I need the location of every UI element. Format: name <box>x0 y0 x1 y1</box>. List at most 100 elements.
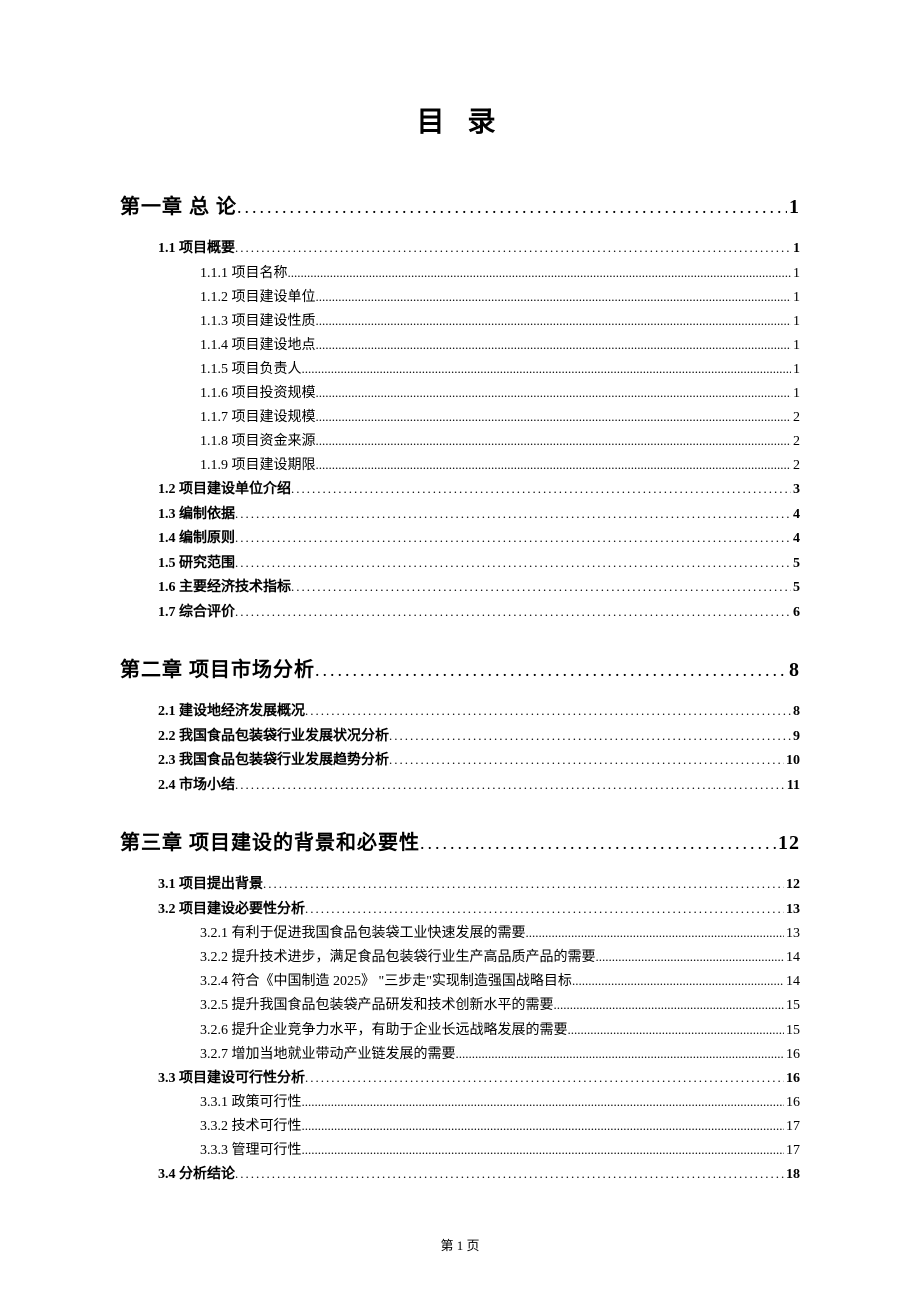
toc-entry-level2: 3.3 项目建设可行性分析16 <box>120 1067 800 1092</box>
toc-entry-label: 3.3.1 政策可行性 <box>200 1091 302 1115</box>
toc-entry-page: 13 <box>784 898 800 923</box>
toc-entry-page: 18 <box>784 1163 800 1188</box>
toc-entry-label: 3.4 分析结论 <box>158 1163 235 1188</box>
toc-entry-label: 1.1.5 项目负责人 <box>200 358 302 382</box>
toc-entry-label: 3.2.4 符合《中国制造 2025》 "三步走"实现制造强国战略目标 <box>200 970 572 994</box>
toc-entry-page: 5 <box>791 576 800 601</box>
toc-entry-label: 第一章 总 论 <box>120 190 237 219</box>
toc-entry-level2: 2.2 我国食品包装袋行业发展状况分析9 <box>120 725 800 750</box>
toc-entry-level3: 1.1.1 项目名称 1 <box>120 262 800 286</box>
toc-entry-page: 4 <box>791 503 800 528</box>
toc-leader-dots <box>389 749 784 772</box>
toc-leader-dots <box>235 503 791 526</box>
toc-entry-label: 1.5 研究范围 <box>158 552 235 577</box>
toc-entry-label: 第二章 项目市场分析 <box>120 653 315 682</box>
toc-leader-dots <box>302 358 792 380</box>
toc-leader-dots <box>235 552 791 575</box>
toc-entry-level3: 3.3.2 技术可行性17 <box>120 1115 800 1139</box>
toc-entry-level3: 1.1.2 项目建设单位1 <box>120 286 800 310</box>
toc-entry-label: 1.7 综合评价 <box>158 601 235 626</box>
toc-entry-page: 11 <box>785 774 800 799</box>
toc-leader-dots <box>302 1091 785 1113</box>
toc-leader-dots <box>554 994 785 1016</box>
toc-entry-level2: 3.4 分析结论 18 <box>120 1163 800 1188</box>
toc-entry-page: 1 <box>791 262 800 286</box>
toc-entry-label: 1.1.3 项目建设性质 <box>200 310 316 334</box>
toc-entry-page: 1 <box>791 334 800 358</box>
toc-leader-dots <box>526 922 785 944</box>
toc-leader-dots <box>389 725 791 748</box>
toc-entry-page: 2 <box>791 454 800 478</box>
toc-entry-label: 2.1 建设地经济发展概况 <box>158 700 305 725</box>
toc-entry-level2: 1.1 项目概要1 <box>120 237 800 262</box>
toc-leader-dots <box>456 1043 785 1065</box>
toc-entry-level3: 3.2.6 提升企业竞争力水平，有助于企业长远战略发展的需要15 <box>120 1019 800 1043</box>
toc-entry-page: 12 <box>784 873 800 898</box>
toc-entry-level2: 2.3 我国食品包装袋行业发展趋势分析10 <box>120 749 800 774</box>
toc-entry-page: 16 <box>784 1043 800 1067</box>
toc-entry-level3: 1.1.6 项目投资规模1 <box>120 382 800 406</box>
toc-entry-level3: 3.2.4 符合《中国制造 2025》 "三步走"实现制造强国战略目标 14 <box>120 970 800 994</box>
toc-entry-page: 15 <box>784 994 800 1018</box>
toc-entry-level3: 1.1.8 项目资金来源 2 <box>120 430 800 454</box>
toc-entry-level3: 1.1.9 项目建设期限 2 <box>120 454 800 478</box>
toc-entry-page: 9 <box>791 725 800 750</box>
toc-leader-dots <box>288 262 792 284</box>
toc-entry-label: 1.2 项目建设单位介绍 <box>158 478 291 503</box>
toc-leader-dots <box>316 430 792 452</box>
toc-entry-label: 1.1.1 项目名称 <box>200 262 288 286</box>
toc-entry-page: 1 <box>791 286 800 310</box>
toc-leader-dots <box>235 774 785 797</box>
toc-entry-label: 3.2.1 有利于促进我国食品包装袋工业快速发展的需要 <box>200 922 526 946</box>
toc-entry-label: 1.1.9 项目建设期限 <box>200 454 316 478</box>
toc-entry-level2: 1.3 编制依据4 <box>120 503 800 528</box>
page-footer: 第 1 页 <box>0 1235 920 1254</box>
toc-leader-dots <box>305 700 791 723</box>
toc-entry-level3: 1.1.7 项目建设规模2 <box>120 406 800 430</box>
toc-leader-dots <box>291 576 791 599</box>
toc-entry-label: 第三章 项目建设的背景和必要性 <box>120 826 420 855</box>
toc-leader-dots <box>302 1115 785 1137</box>
toc-entry-page: 15 <box>784 1019 800 1043</box>
toc-leader-dots <box>316 406 792 428</box>
toc-entry-page: 1 <box>791 237 800 262</box>
toc-entry-label: 3.1 项目提出背景 <box>158 873 263 898</box>
toc-entry-label: 1.4 编制原则 <box>158 527 235 552</box>
toc-entry-level1: 第一章 总 论1 <box>120 190 800 219</box>
toc-leader-dots <box>305 898 784 921</box>
toc-entry-level3: 1.1.4 项目建设地点1 <box>120 334 800 358</box>
toc-entry-level3: 3.3.1 政策可行性 16 <box>120 1091 800 1115</box>
toc-entry-label: 3.2.2 提升技术进步，满足食品包装袋行业生产高品质产品的需要 <box>200 946 596 970</box>
toc-leader-dots <box>237 197 787 218</box>
toc-entry-page: 4 <box>791 527 800 552</box>
toc-leader-dots <box>263 873 784 896</box>
toc-entry-label: 3.2.7 增加当地就业带动产业链发展的需要 <box>200 1043 456 1067</box>
toc-entry-label: 3.3.2 技术可行性 <box>200 1115 302 1139</box>
toc-entry-page: 13 <box>784 922 800 946</box>
toc-entry-page: 17 <box>784 1139 800 1163</box>
toc-entry-page: 14 <box>784 970 800 994</box>
toc-entry-level3: 3.3.3 管理可行性 17 <box>120 1139 800 1163</box>
toc-leader-dots <box>596 946 785 968</box>
toc-leader-dots <box>235 237 791 260</box>
toc-entry-page: 3 <box>791 478 800 503</box>
toc-entry-label: 1.1.8 项目资金来源 <box>200 430 316 454</box>
toc-leader-dots <box>316 334 792 356</box>
toc-entry-level2: 3.1 项目提出背景 12 <box>120 873 800 898</box>
toc-entry-page: 8 <box>791 700 800 725</box>
toc-container: 第一章 总 论11.1 项目概要11.1.1 项目名称11.1.2 项目建设单位… <box>120 190 800 1188</box>
toc-entry-page: 12 <box>776 832 800 855</box>
toc-entry-level2: 1.7 综合评价6 <box>120 601 800 626</box>
toc-entry-label: 3.3.3 管理可行性 <box>200 1139 302 1163</box>
toc-entry-level1: 第三章 项目建设的背景和必要性 12 <box>120 826 800 855</box>
toc-leader-dots <box>302 1139 785 1161</box>
toc-entry-page: 16 <box>784 1091 800 1115</box>
toc-leader-dots <box>291 478 791 501</box>
toc-entry-level1: 第二章 项目市场分析8 <box>120 653 800 682</box>
toc-entry-label: 1.1.6 项目投资规模 <box>200 382 316 406</box>
toc-entry-page: 2 <box>791 430 800 454</box>
toc-entry-level2: 1.4 编制原则 4 <box>120 527 800 552</box>
toc-entry-page: 2 <box>791 406 800 430</box>
toc-entry-level2: 1.5 研究范围5 <box>120 552 800 577</box>
toc-entry-label: 1.6 主要经济技术指标 <box>158 576 291 601</box>
